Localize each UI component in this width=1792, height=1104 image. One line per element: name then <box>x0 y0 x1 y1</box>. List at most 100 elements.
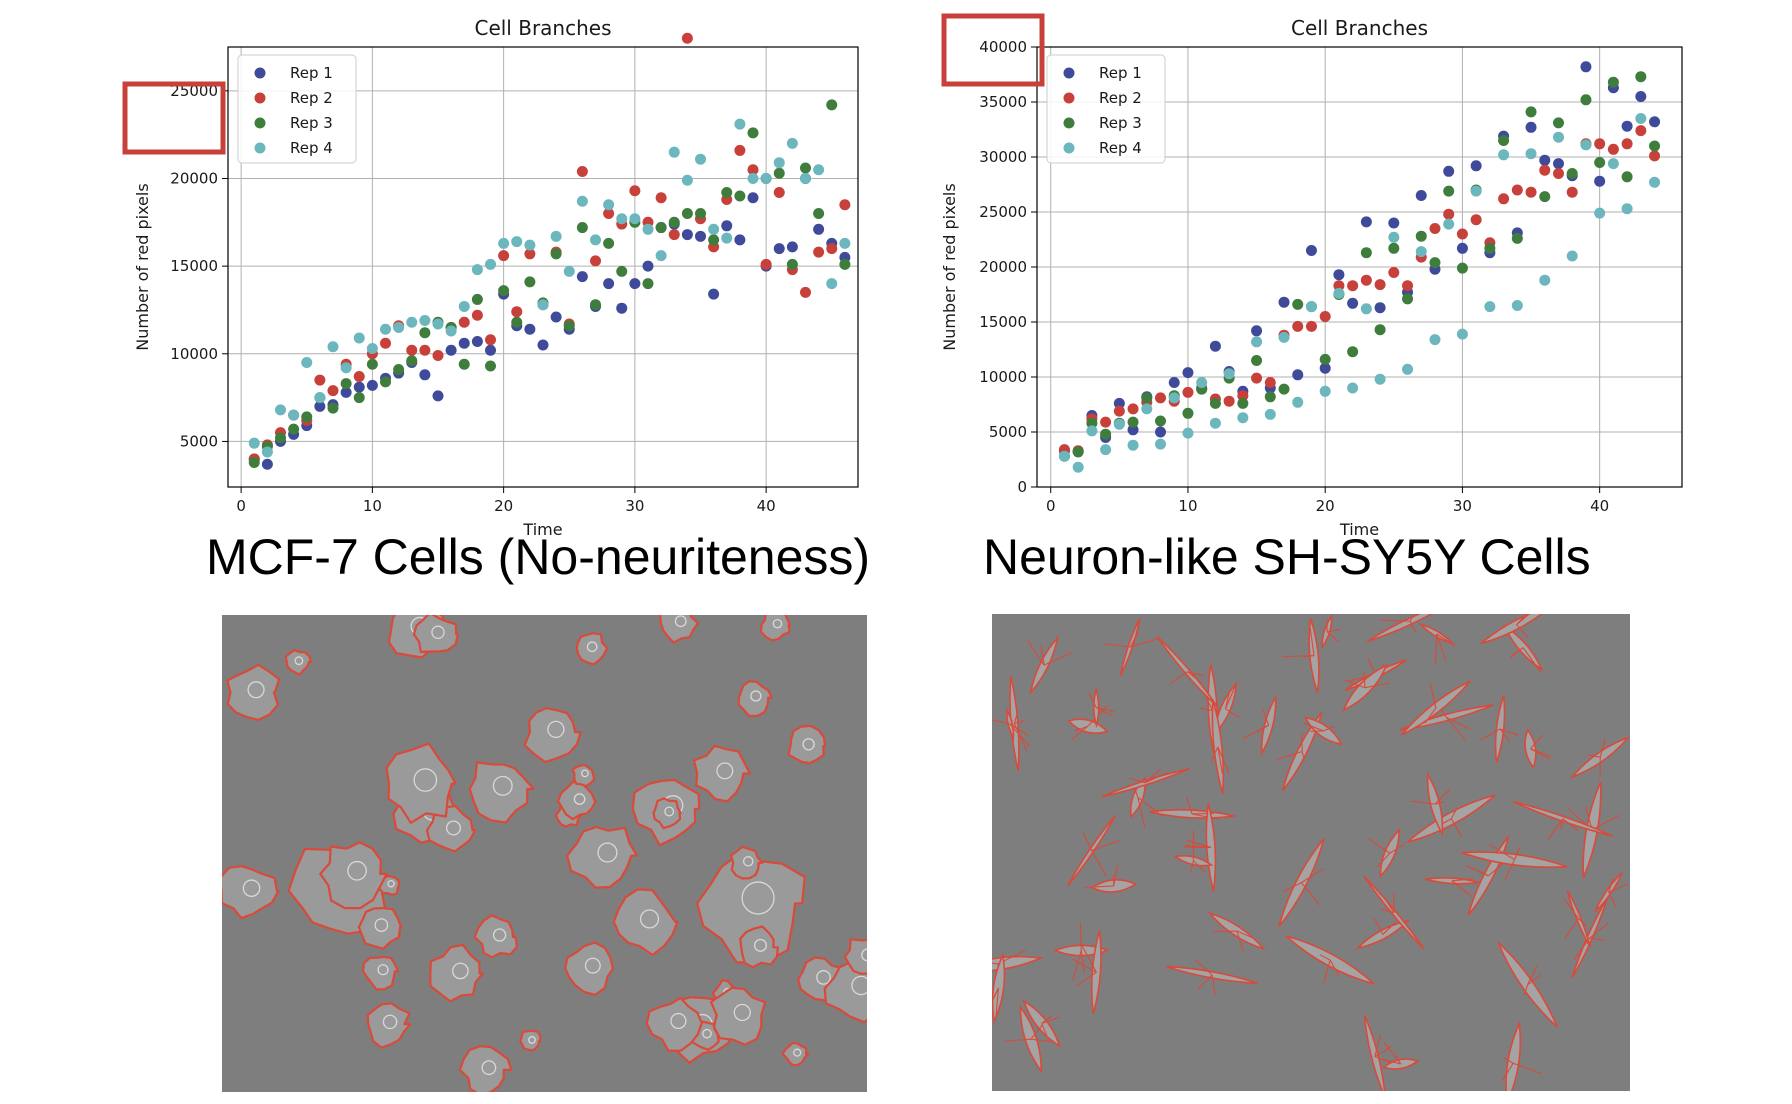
data-point-rep-4 <box>576 195 588 207</box>
data-point-rep-4 <box>1264 408 1276 420</box>
neurite <box>1514 846 1521 860</box>
neurite <box>1394 1055 1402 1065</box>
data-point-rep-2 <box>747 164 759 176</box>
data-point-rep-2 <box>498 250 510 262</box>
neurite <box>1041 1016 1060 1024</box>
neurite <box>1367 837 1391 854</box>
data-point-rep-2 <box>1127 403 1139 415</box>
data-point-rep-3 <box>800 162 811 174</box>
data-point-rep-4 <box>406 316 418 328</box>
data-point-rep-4 <box>1374 373 1386 385</box>
neurite <box>1301 751 1306 762</box>
neurite <box>1446 717 1466 741</box>
data-point-rep-3 <box>471 293 483 305</box>
data-point-rep-2 <box>760 258 772 270</box>
neurite <box>1301 868 1324 884</box>
data-point-rep-4 <box>616 213 628 225</box>
data-point-rep-1 <box>708 288 720 300</box>
neurite <box>1409 621 1416 633</box>
data-point-rep-3 <box>1456 262 1468 274</box>
neurite <box>992 719 1011 725</box>
neurite <box>1364 682 1390 689</box>
neurite <box>1302 722 1324 732</box>
cell-outline <box>1505 1020 1522 1091</box>
neurite <box>1071 958 1097 973</box>
data-point-rep-2 <box>1594 138 1606 150</box>
neurite <box>1072 950 1082 981</box>
data-point-rep-1 <box>1415 190 1427 201</box>
cell-nucleus <box>639 909 660 929</box>
data-point-rep-3 <box>695 208 706 220</box>
cell-outline <box>612 888 679 957</box>
legend-label-rep-3: Rep 3 <box>1099 114 1142 132</box>
data-point-rep-4 <box>498 237 510 249</box>
cell-outline <box>429 943 484 1003</box>
y-tick-label: 20000 <box>170 169 218 187</box>
data-point-rep-2 <box>603 208 615 220</box>
neurite <box>1587 754 1601 758</box>
neurite <box>1563 898 1580 919</box>
data-point-rep-4 <box>708 223 720 235</box>
data-point-rep-2 <box>681 32 693 44</box>
data-point-rep-1 <box>1278 296 1290 308</box>
cell-outline <box>385 742 457 824</box>
data-point-rep-3 <box>1498 135 1510 146</box>
data-point-rep-4 <box>1649 176 1661 188</box>
data-point-rep-2 <box>1388 267 1400 278</box>
cell-outline <box>468 761 535 824</box>
data-point-rep-2 <box>314 374 326 386</box>
cell-outline <box>1363 1014 1386 1091</box>
neurite <box>1434 801 1446 805</box>
neurite <box>1436 633 1447 661</box>
data-point-rep-4 <box>1305 301 1317 313</box>
data-point-rep-2 <box>1182 386 1194 398</box>
data-point-rep-4 <box>1292 396 1304 408</box>
legend-label-rep-2: Rep 2 <box>290 89 333 107</box>
neurite <box>1530 734 1544 750</box>
data-point-rep-2 <box>629 185 641 197</box>
cell-nucleus <box>597 842 618 863</box>
data-point-rep-2 <box>524 248 536 260</box>
data-point-rep-2 <box>353 371 365 383</box>
legend: Rep 1 Rep 2 Rep 3 Rep 4 <box>237 54 357 164</box>
data-point-rep-3 <box>275 432 286 444</box>
cell-nucleus <box>431 625 445 640</box>
neurite <box>1409 614 1415 622</box>
data-point-rep-4 <box>550 230 562 242</box>
data-point-rep-4 <box>1580 139 1592 151</box>
legend-marker-rep-2 <box>1063 92 1075 104</box>
x-tick-label: 40 <box>1590 497 1609 515</box>
data-point-rep-1 <box>576 271 588 283</box>
neurite <box>1530 748 1551 760</box>
data-point-rep-1 <box>1113 397 1125 409</box>
neurite <box>1323 725 1335 732</box>
neurite <box>1079 922 1082 951</box>
data-point-rep-3 <box>603 237 615 249</box>
data-point-rep-4 <box>1470 185 1482 197</box>
data-point-rep-1 <box>1182 367 1194 379</box>
cell-outline <box>823 957 867 1024</box>
data-point-rep-4 <box>1388 231 1400 243</box>
cell-nucleus <box>793 1048 802 1057</box>
x-tick-label: 30 <box>1453 497 1472 515</box>
cell-nucleus <box>584 957 601 974</box>
neurite <box>1096 706 1112 716</box>
data-point-rep-4 <box>524 239 536 251</box>
neurite <box>1080 943 1097 973</box>
cell-nucleus <box>741 881 775 915</box>
neurite <box>1030 1024 1044 1040</box>
neurite <box>1085 885 1114 888</box>
neurite <box>1082 832 1093 851</box>
cell-nucleus <box>573 793 586 805</box>
cell-outline <box>729 845 764 880</box>
data-point-rep-4 <box>773 157 785 169</box>
caption-mcf7: MCF-7 Cells (No-neuriteness) <box>206 529 871 585</box>
data-point-rep-3 <box>458 358 470 370</box>
neurite <box>1261 708 1270 726</box>
cell-nucleus <box>492 928 507 942</box>
cell-outline <box>566 825 638 889</box>
neurite <box>1578 918 1587 927</box>
cell-outline <box>658 615 700 644</box>
data-point-rep-4 <box>445 325 457 337</box>
data-point-rep-4 <box>1498 149 1510 161</box>
